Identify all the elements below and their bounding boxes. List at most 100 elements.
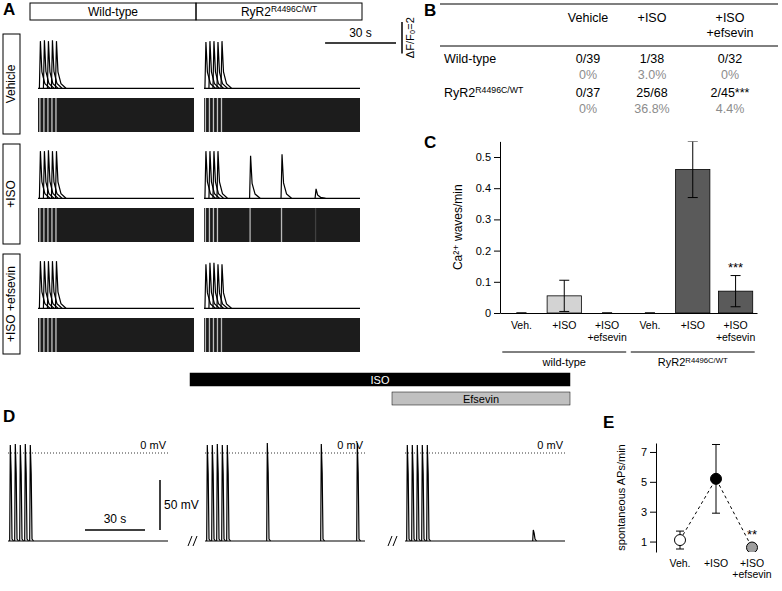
panel-label: E [603, 413, 614, 432]
axis-break [188, 536, 192, 546]
tick-label: 0.2 [476, 245, 491, 257]
action-potential [30, 445, 34, 541]
text-line: +ISO [704, 557, 728, 569]
scale-bar [85, 529, 145, 531]
tick-mark [494, 188, 500, 189]
tick-label: 5 [641, 476, 647, 488]
axis-break [193, 536, 197, 546]
linescan-band [43, 98, 44, 132]
superscript: R4496C/WT [271, 4, 317, 14]
text-line: Veh. [639, 319, 660, 331]
scale-bar-label: ΔF/F₀=2 [404, 17, 416, 58]
action-potential [412, 445, 416, 541]
text-line: +efsevin [587, 331, 627, 343]
action-potential [417, 445, 421, 541]
error-cap [559, 280, 569, 281]
scale-bar [325, 42, 396, 44]
text-line: Vehicle [568, 11, 608, 25]
axis: 0 0.1 0.2 0.3 0.4 0.5 [476, 142, 501, 319]
action-potential [427, 445, 431, 541]
group-line [631, 352, 755, 353]
reference-line [405, 453, 565, 454]
calcium-transient [281, 154, 292, 198]
linescan-band [213, 208, 214, 242]
table-cell: 3.0% [638, 68, 667, 82]
tick-label: 0.4 [476, 182, 491, 194]
linescan-band [221, 98, 222, 132]
error-cap [731, 275, 741, 276]
linescan-band [47, 98, 48, 132]
column-header: RyR2R4496C/WT [241, 4, 317, 19]
axis-title: Ca²⁺ waves/min [451, 184, 465, 270]
linescan-band [55, 318, 56, 352]
tick-mark [650, 482, 656, 483]
tick-label: 0.5 [476, 151, 491, 163]
tick-label: 0 [485, 307, 491, 319]
treatment-bar [190, 373, 570, 386]
trace-baseline [405, 540, 565, 541]
reference-label: 0 mV [537, 439, 563, 451]
linescan-image [38, 98, 194, 132]
error-bar [692, 141, 693, 197]
linescan-band [55, 208, 56, 242]
action-potential [212, 445, 216, 541]
linescan-image [38, 208, 194, 242]
bar [633, 313, 667, 314]
linescan-band [217, 208, 218, 242]
panel-label: C [424, 133, 436, 152]
table-cell: 4.4% [716, 102, 745, 116]
panel-label: A [3, 0, 15, 19]
action-potential [15, 444, 19, 541]
table-header: +ISO [638, 11, 667, 25]
linescan-band [47, 208, 48, 242]
tick-mark [494, 157, 500, 158]
linescan-image [204, 208, 360, 242]
tick: 0.1 [476, 276, 500, 288]
linescan-band [43, 208, 44, 242]
error-cap [602, 313, 612, 314]
points [675, 444, 758, 552]
error-cap [559, 311, 569, 312]
tick-mark [494, 219, 500, 220]
column-header-box [30, 3, 196, 20]
text-line: +ISO [638, 11, 667, 25]
axis-line [500, 142, 501, 314]
text-line: +ISO [552, 319, 576, 331]
action-potential [222, 445, 226, 541]
tick-label: 1 [641, 536, 647, 548]
scale-bar [159, 480, 161, 530]
tick: 0.3 [476, 213, 500, 225]
table-cell: 36.8% [634, 102, 669, 116]
cell [38, 261, 194, 352]
tick-label: 3 [641, 506, 647, 518]
row-header: Vehicle [4, 64, 18, 103]
table-cell: 0/37 [576, 86, 600, 100]
point [675, 535, 686, 546]
reference-line [205, 453, 365, 454]
error-cap [645, 313, 655, 314]
error-cap [688, 141, 698, 142]
category-label: +ISO [681, 319, 705, 331]
tick: 0.4 [476, 182, 500, 194]
cell [204, 41, 360, 132]
action-potential [422, 445, 426, 541]
tick: 1 [641, 536, 656, 548]
calcium-transient [221, 264, 232, 308]
tick: 5 [641, 476, 656, 488]
tick-label: 7 [641, 446, 647, 458]
text-line: +efsevin [716, 331, 756, 343]
text-line: +ISO [595, 319, 619, 331]
error-bar [564, 280, 565, 311]
bar [590, 313, 624, 314]
linescan-band [209, 318, 210, 352]
calcium-transient [315, 189, 326, 198]
scale-bar [401, 22, 403, 53]
tick-mark [650, 512, 656, 513]
cell [204, 151, 360, 242]
superscript: R4496C/WT [685, 356, 728, 365]
linescan-band [43, 318, 44, 352]
category-label: +ISO+efsevin [716, 319, 756, 343]
linescan-band [209, 98, 210, 132]
trace-baseline [8, 540, 168, 541]
tick: 3 [641, 506, 656, 518]
